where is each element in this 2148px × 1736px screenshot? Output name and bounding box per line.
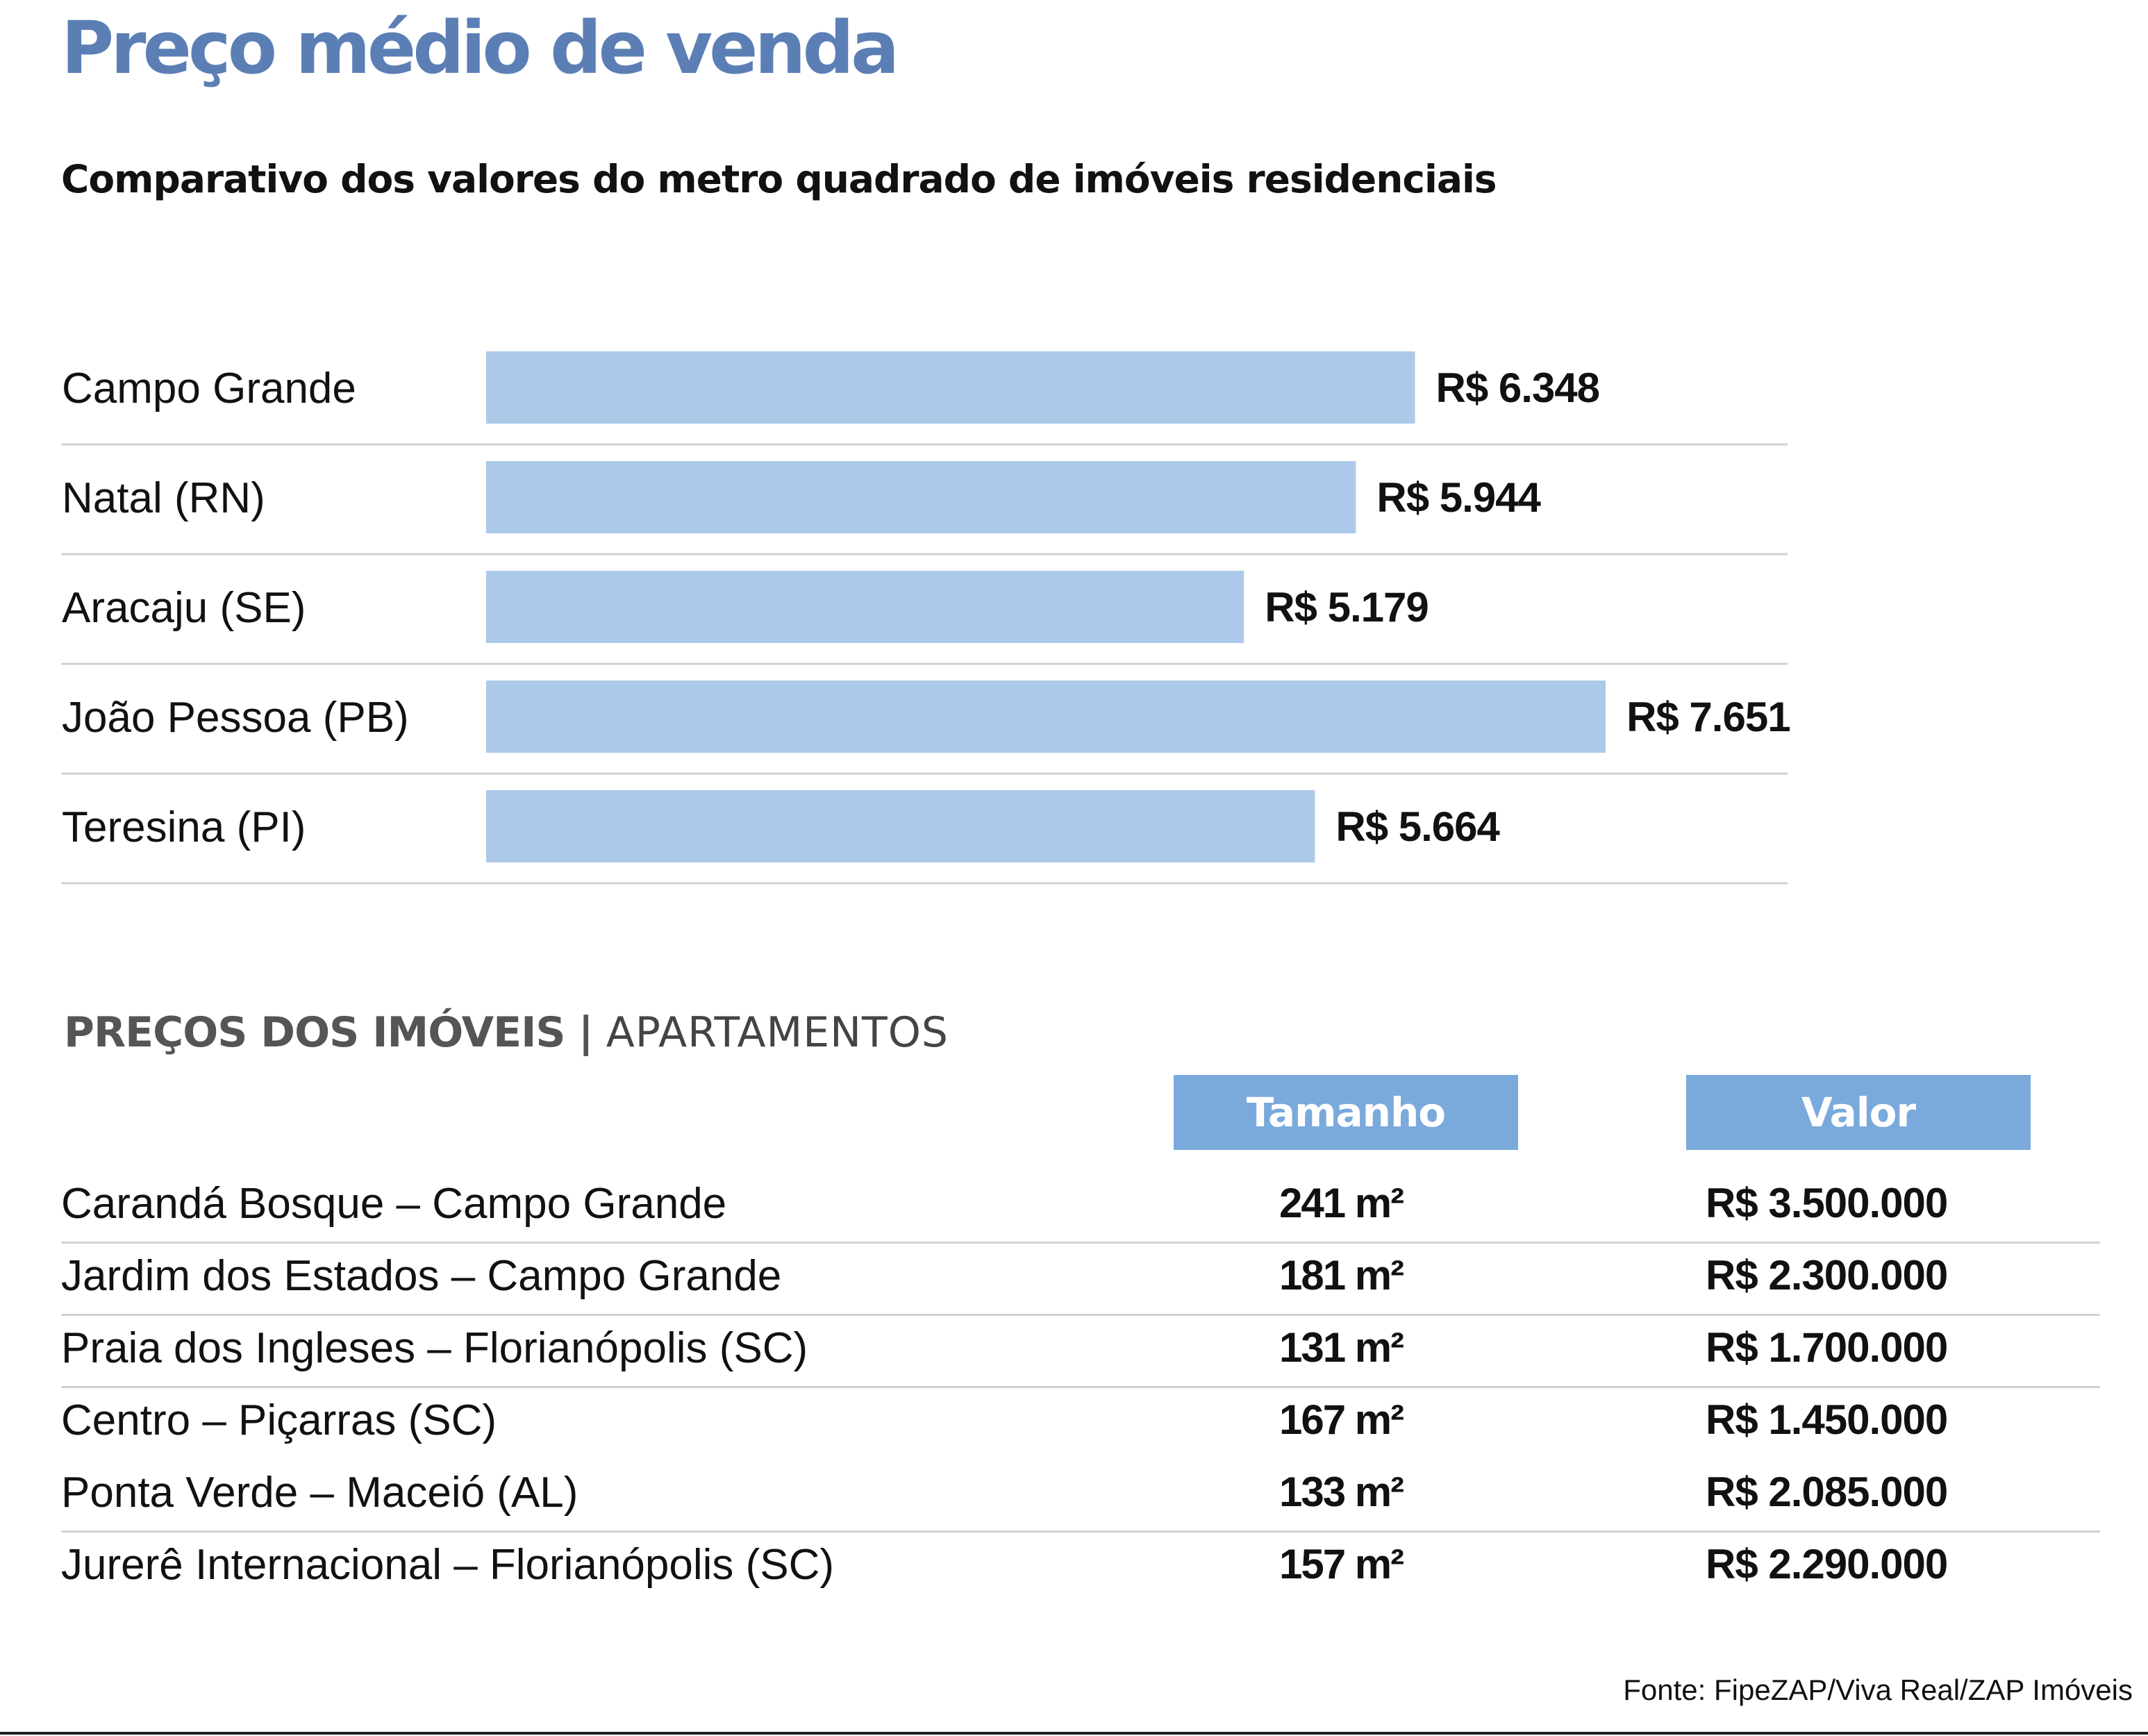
value-label: R$ 5.179 — [1265, 584, 1429, 631]
value-label: R$ 6.348 — [1436, 365, 1600, 411]
row-location: Praia dos Ingleses – Florianópolis (SC) — [61, 1324, 808, 1372]
page-title: Preço médio de venda — [61, 6, 899, 90]
row-size: 133 m² — [1279, 1469, 1404, 1515]
row-price: R$ 3.500.000 — [1706, 1180, 1948, 1226]
table-section-title: PREÇOS DOS IMÓVEIS | APARTAMENTOS — [64, 1008, 949, 1057]
row-size: 167 m² — [1279, 1396, 1404, 1443]
column-header-size: Tamanho — [1174, 1075, 1518, 1150]
value-label: R$ 5.944 — [1376, 474, 1541, 521]
category-label: Aracaju (SE) — [62, 584, 306, 632]
table-row: Jardim dos Estados – Campo Grande 181 m²… — [61, 1242, 2100, 1316]
row-location: Centro – Piçarras (SC) — [61, 1396, 497, 1444]
table-row: Ponta Verde – Maceió (AL) 133 m² R$ 2.08… — [61, 1458, 2100, 1533]
value-label: R$ 7.651 — [1626, 694, 1790, 740]
bar — [486, 790, 1315, 862]
row-size: 181 m² — [1279, 1252, 1404, 1299]
category-label: Natal (RN) — [62, 474, 265, 522]
row-size: 131 m² — [1279, 1324, 1404, 1371]
section-title-separator: | — [578, 1008, 594, 1057]
bar — [486, 571, 1244, 643]
table-row: Praia dos Ingleses – Florianópolis (SC) … — [61, 1314, 2100, 1388]
row-size: 241 m² — [1279, 1180, 1404, 1226]
section-title-light: APARTAMENTOS — [606, 1008, 949, 1057]
bar-chart: Campo Grande R$ 6.348 Natal (RN) R$ 5.944 Ar… — [61, 351, 1791, 885]
page-subtitle: Comparativo dos valores do metro quadrad… — [61, 157, 1497, 201]
bar — [486, 681, 1606, 753]
category-label: Teresina (PI) — [62, 803, 306, 851]
row-location: Jurerê Internacional – Florianópolis (SC… — [61, 1541, 835, 1589]
row-location: Carandá Bosque – Campo Grande — [61, 1180, 727, 1228]
source-note: Fonte: FipeZAP/Viva Real/ZAP Imóveis — [1623, 1674, 2133, 1706]
category-label: João Pessoa (PB) — [62, 694, 409, 742]
row-location: Jardim dos Estados – Campo Grande — [61, 1252, 782, 1300]
row-price: R$ 2.300.000 — [1706, 1252, 1948, 1299]
table-row: Centro – Piçarras (SC) 167 m² R$ 1.450.0… — [61, 1386, 2100, 1458]
row-location: Ponta Verde – Maceió (AL) — [61, 1469, 578, 1517]
bar — [486, 461, 1356, 533]
row-price: R$ 2.085.000 — [1706, 1469, 1948, 1515]
bottom-rule — [0, 1732, 2148, 1735]
row-price: R$ 1.450.000 — [1706, 1396, 1948, 1443]
section-title-bold: PREÇOS DOS IMÓVEIS — [64, 1008, 566, 1057]
table-row: Carandá Bosque – Campo Grande 241 m² R$ … — [61, 1169, 2100, 1244]
column-header-price: Valor — [1686, 1075, 2031, 1150]
bar — [486, 351, 1415, 424]
row-size: 157 m² — [1279, 1541, 1404, 1587]
value-label: R$ 5.664 — [1335, 803, 1500, 850]
row-price: R$ 2.290.000 — [1706, 1541, 1948, 1587]
category-label: Campo Grande — [62, 365, 356, 412]
table-row: Jurerê Internacional – Florianópolis (SC… — [61, 1530, 2100, 1603]
row-price: R$ 1.700.000 — [1706, 1324, 1948, 1371]
